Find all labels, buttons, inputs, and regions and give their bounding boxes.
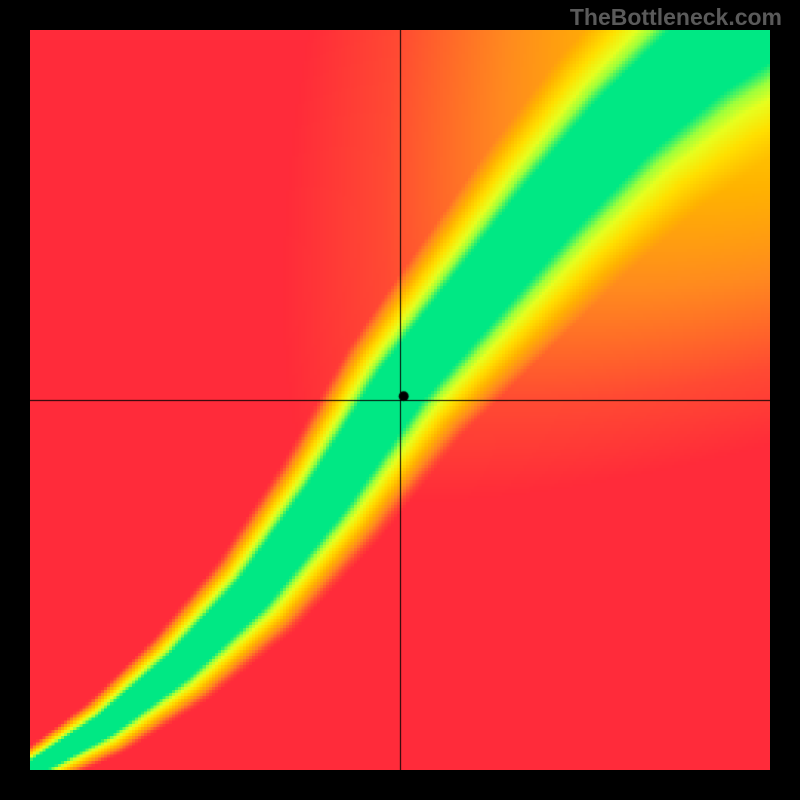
watermark-text: TheBottleneck.com <box>570 4 782 31</box>
bottleneck-heatmap <box>30 30 770 770</box>
chart-container: { "source_watermark": { "text": "TheBott… <box>0 0 800 800</box>
